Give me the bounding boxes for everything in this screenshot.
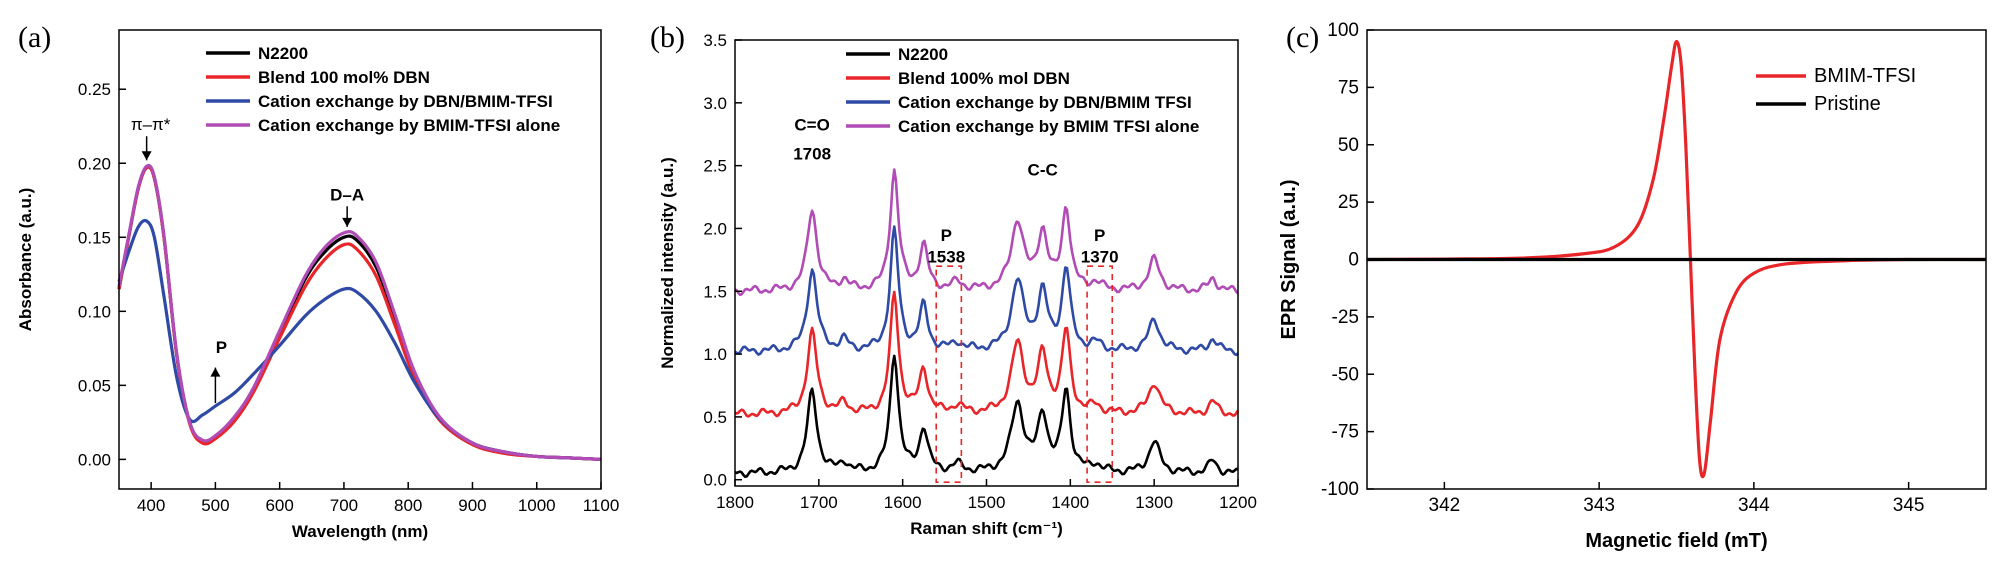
panel-a-legend-label: N2200 [258,44,308,63]
panel-b-annotation: P [941,226,952,245]
panel-a-legend-label: Blend 100 mol% DBN [258,68,430,87]
panel-a-y-tick-label: 0.20 [78,154,111,173]
panel-b-annotation: 1538 [927,247,965,266]
panel-c-x-tick-label: 344 [1738,495,1770,516]
panel-b-y-tick-label: 3.5 [703,31,727,50]
panel-b-annotation: C-C [1028,161,1058,180]
panel-b-annotation: 1370 [1081,247,1119,266]
panel-c-label: (c) [1286,21,1319,54]
panel-b-y-tick-label: 0.5 [703,408,727,427]
panel-a-series-line [117,165,602,461]
panel-b-x-axis-title: Raman shift (cm⁻¹) [910,519,1063,538]
panel-c-y-tick-label: -75 [1332,422,1359,443]
panel-a-annotation-p: P [216,338,227,357]
panel-a-y-tick-label: 0.25 [78,80,111,99]
panel-a-legend-label: Cation exchange by DBN/BMIM-TFSI [258,92,553,111]
panel-a-series-group [117,163,602,461]
panel-b-annotation: 1708 [793,144,831,163]
panel-a-absorbance-chart: (a) 400 500 600 700 800 900 1000 1100 0.00 0.05 0.… [16,21,619,541]
panel-a-x-tick-label: 1100 [583,496,620,515]
panel-a-annotation-pi-pi: π–π* [131,115,171,134]
panel-a-legend-label: Cation exchange by BMIM-TFSI alone [258,116,560,135]
panel-a-annotation-d-a: D–A [330,185,364,204]
panel-a-x-tick-label: 600 [265,496,293,515]
panel-c-x-tick-label: 342 [1429,495,1461,516]
panel-b-legend-label: Blend 100% mol DBN [898,69,1070,88]
panel-c-y-tick-label: 75 [1338,77,1359,98]
panel-b-series-group [734,168,1240,479]
panel-b-annotation: C=O [794,115,829,134]
panel-b-y-tick-label: 3.0 [703,94,727,113]
panel-b-x-tick-label: 1800 [716,493,754,512]
panel-a-x-tick-label: 700 [330,496,358,515]
panel-a-x-tick-label: 1000 [518,496,556,515]
panel-b-dashed-region-box [1086,265,1114,484]
panel-b-y-tick-label: 2.5 [703,157,727,176]
panel-b-x-tick-label: 1600 [884,493,922,512]
panel-a-y-tick-label: 0.15 [78,228,111,247]
panel-c-series-line [1366,39,1987,479]
panel-b-dashed-region-box [935,265,963,484]
panel-b-x-tick-label: 1200 [1219,493,1257,512]
panel-a-arrowhead-p [210,367,221,377]
panel-c-legend: BMIM-TFSI Pristine [1756,65,1916,115]
panel-b-legend-label: N2200 [898,45,948,64]
panel-a-y-tick-label: 0.00 [78,450,111,469]
panel-c-x-tick-label: 343 [1583,495,1615,516]
panel-c-epr-chart: (c) 342 343 344 345-100-75-50-250255075100 … [1278,20,1987,552]
panel-a-x-tick-label: 800 [394,496,422,515]
panel-c-y-axis-title: EPR Signal (a.u.) [1278,179,1300,339]
panel-a-x-tick-label: 900 [458,496,486,515]
panel-b-legend-label: Cation exchange by BMIM TFSI alone [898,117,1199,136]
panel-c-y-tick-label: 25 [1338,192,1359,213]
panel-a-x-tick-label: 400 [137,496,165,515]
panel-a-y-tick-label: 0.10 [78,302,111,321]
panel-c-x-axis-title: Magnetic field (mT) [1585,530,1767,552]
panel-b-x-tick-label: 1500 [968,493,1006,512]
panel-c-y-tick-label: 0 [1348,250,1359,271]
panel-b-series-line [734,225,1239,357]
panel-b-x-tick-label: 1700 [800,493,838,512]
panel-a-plot-frame [118,29,602,490]
panel-c-x-tick-label: 345 [1893,495,1925,516]
panel-b-y-tick-label: 0.0 [703,471,727,490]
panel-c-y-tick-label: -50 [1332,364,1359,385]
panel-b-series-line [734,168,1239,296]
panel-c-y-tick-label: -100 [1321,479,1359,500]
panel-b-legend: N2200 Blend 100% mol DBN Cation exchange b… [846,45,1199,136]
panel-b-y-axis-title: Normalized intensity (a.u.) [658,157,677,369]
panel-c-y-tick-label: -25 [1332,307,1359,328]
panel-b-series-line [734,290,1240,418]
panel-a-y-axis-title: Absorbance (a.u.) [16,188,35,332]
panel-b-x-tick-label: 1400 [1051,493,1089,512]
panel-a-label: (a) [18,21,51,54]
panel-b-x-tick-label: 1300 [1135,493,1173,512]
panel-b-y-tick-label: 1.0 [703,345,727,364]
panel-a-x-axis-title: Wavelength (nm) [292,522,428,541]
panel-a-series-line [117,165,602,461]
panel-a-legend: N2200 Blend 100 mol% DBN Cation exchange b… [206,44,560,135]
panel-b-annotation: P [1094,226,1105,245]
panel-b-legend-label: Cation exchange by DBN/BMIM TFSI [898,93,1192,112]
panel-c-legend-label: BMIM-TFSI [1814,65,1916,87]
panel-b-label: (b) [650,21,685,54]
panel-a-y-tick-label: 0.05 [78,376,111,395]
panel-b-y-tick-label: 2.0 [703,219,727,238]
panel-c-y-tick-label: 50 [1338,135,1359,156]
panel-a-x-tick-label: 500 [201,496,229,515]
panel-a-arrowhead-pi-pi [141,151,152,161]
panel-c-series-group [1366,39,1987,479]
panel-b-raman-chart: (b) 1800 1700 1600 1500 1400 1300 1200 0.0 0.5 1.… [650,21,1257,538]
panel-b-series-line [734,354,1239,479]
panel-c-y-tick-label: 100 [1327,20,1359,41]
panel-a-series-line [117,163,602,461]
panel-b-y-tick-label: 1.5 [703,282,727,301]
panel-a-arrowhead-d-a [342,217,353,227]
panel-c-legend-label: Pristine [1814,93,1881,115]
